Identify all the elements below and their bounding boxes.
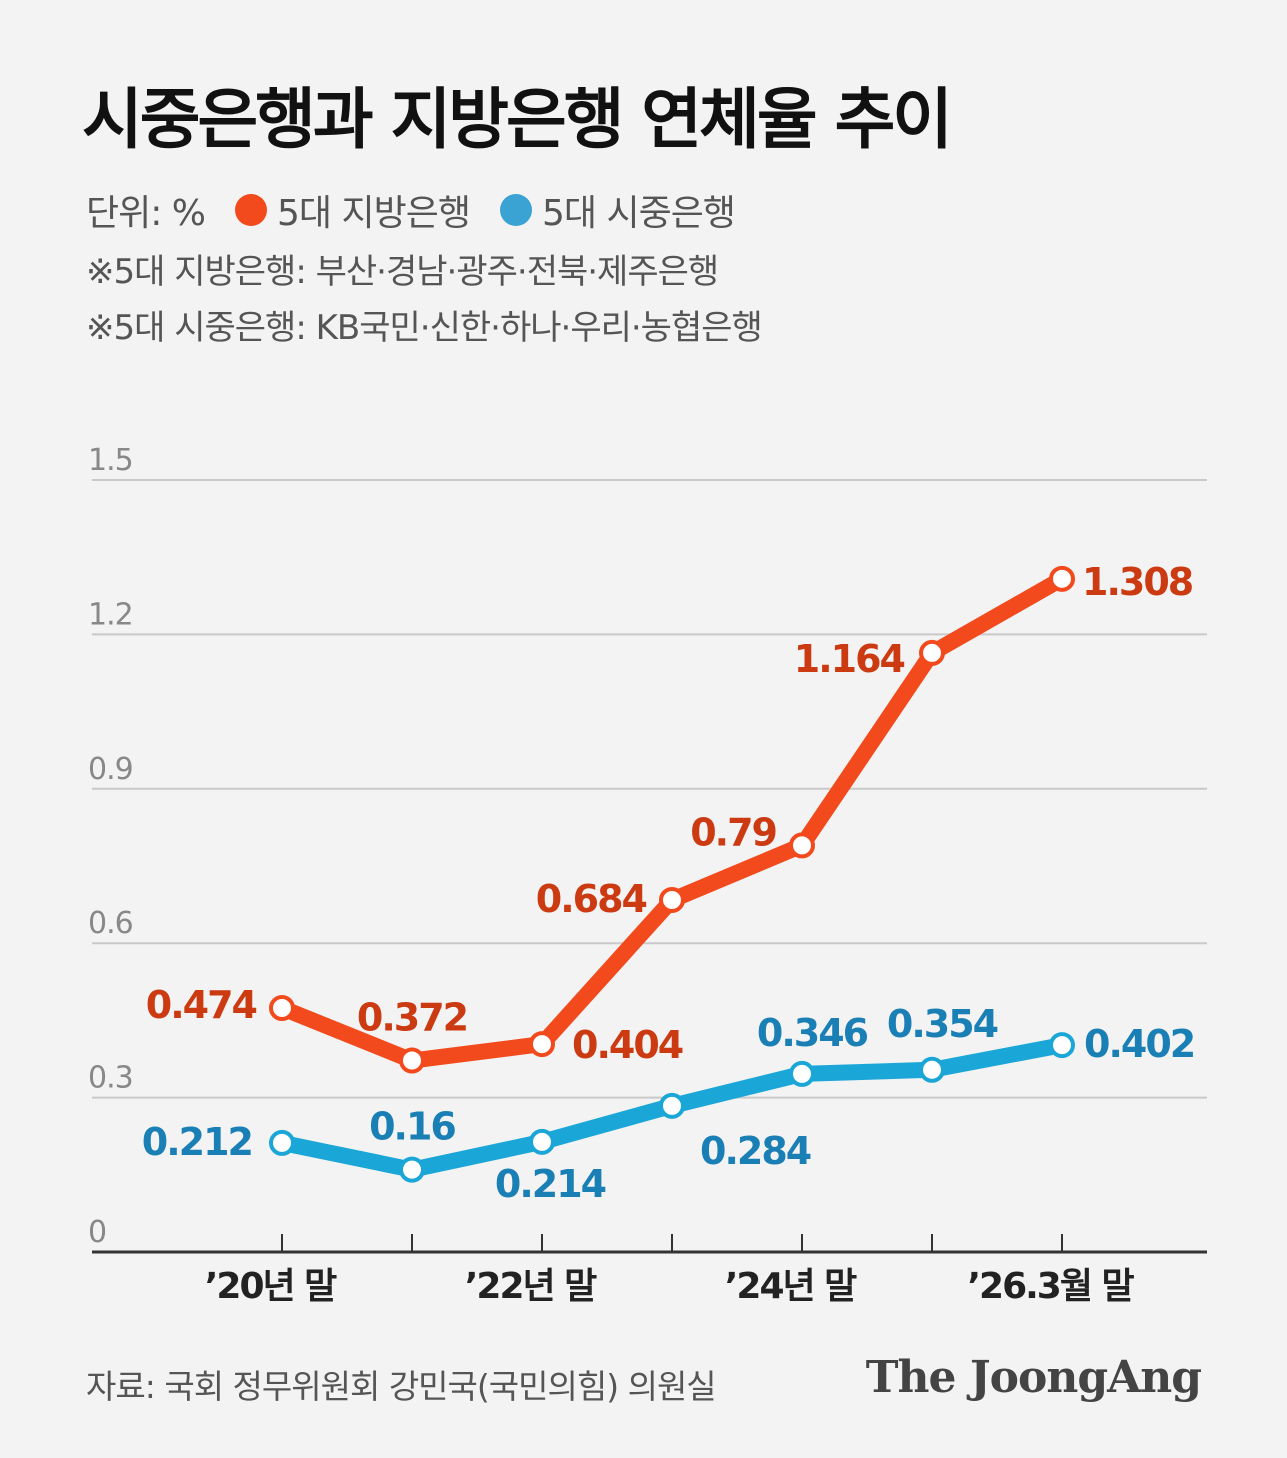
data-point-regional — [529, 1031, 555, 1058]
legend-label-regional: 5대 지방은행 — [277, 193, 471, 234]
source-note: 자료: 국회 정무위원회 강민국(국민의힘) 의원실 — [86, 1367, 717, 1406]
y-tick-label: 0.6 — [88, 906, 133, 941]
data-point-regional — [399, 1047, 425, 1074]
data-label-regional: 0.684 — [536, 877, 647, 921]
data-point-regional — [659, 886, 685, 913]
data-point-commercial — [269, 1129, 295, 1156]
note-regional: ※5대 지방은행: 부산·경남·광주·전북·제주은행 — [86, 252, 719, 292]
data-point-commercial — [399, 1156, 425, 1183]
data-point-regional — [269, 995, 295, 1022]
data-point-regional — [919, 639, 945, 666]
x-tick-label: ’24년 말 — [725, 1266, 857, 1307]
chart-title: 시중은행과 지방은행 연체율 추이 — [82, 81, 953, 158]
y-tick-label: 0 — [88, 1215, 106, 1250]
legend-item-regional: 5대 지방은행 — [235, 184, 471, 236]
unit-label: 단위: % — [86, 193, 206, 234]
series-line-regional — [274, 570, 1070, 1069]
data-point-regional — [1049, 565, 1075, 592]
data-point-commercial — [789, 1060, 815, 1087]
legend: 단위: % 5대 지방은행 5대 시중은행 — [86, 184, 736, 236]
data-label-regional: 0.404 — [572, 1023, 683, 1067]
x-tick-label: ’26.3월 말 — [967, 1266, 1134, 1307]
data-label-commercial: 0.16 — [369, 1105, 455, 1149]
data-label-commercial: 0.346 — [757, 1011, 868, 1055]
data-label-commercial: 0.402 — [1084, 1022, 1194, 1066]
publisher-logo: The JoongAng — [865, 1352, 1202, 1403]
x-tick-label: ’22년 말 — [465, 1266, 597, 1307]
data-point-commercial — [529, 1128, 555, 1155]
data-label-regional: 0.474 — [146, 983, 257, 1027]
data-point-commercial — [1049, 1032, 1075, 1059]
data-label-commercial: 0.284 — [700, 1129, 811, 1173]
data-label-regional: 0.79 — [690, 810, 776, 854]
data-label-commercial: 0.212 — [142, 1120, 252, 1164]
legend-dot-regional-icon — [235, 194, 268, 226]
y-tick-label: 0.9 — [88, 752, 133, 787]
legend-dot-commercial-icon — [499, 194, 532, 226]
x-tick-label: ’20년 말 — [205, 1266, 337, 1307]
legend-item-commercial: 5대 시중은행 — [499, 184, 736, 236]
data-point-commercial — [919, 1056, 945, 1083]
y-tick-label: 1.5 — [88, 443, 133, 478]
data-label-commercial: 0.214 — [495, 1162, 606, 1206]
data-point-commercial — [659, 1092, 685, 1119]
data-label-regional: 0.372 — [357, 996, 467, 1040]
data-label-regional: 1.164 — [794, 637, 905, 681]
y-tick-label: 0.3 — [88, 1061, 133, 1096]
line-chart: 0 0.3 0.6 0.9 1.2 1.5 ’20년 말 ’22년 말 ’24년 말 ’26.3월… — [88, 443, 1207, 1307]
data-label-regional: 1.308 — [1082, 560, 1193, 604]
note-commercial: ※5대 시중은행: KB국민·신한·하나·우리·농협은행 — [86, 308, 763, 348]
data-label-commercial: 0.354 — [887, 1002, 998, 1046]
data-point-regional — [789, 832, 815, 859]
legend-label-commercial: 5대 시중은행 — [541, 193, 736, 234]
y-tick-label: 1.2 — [88, 597, 133, 632]
